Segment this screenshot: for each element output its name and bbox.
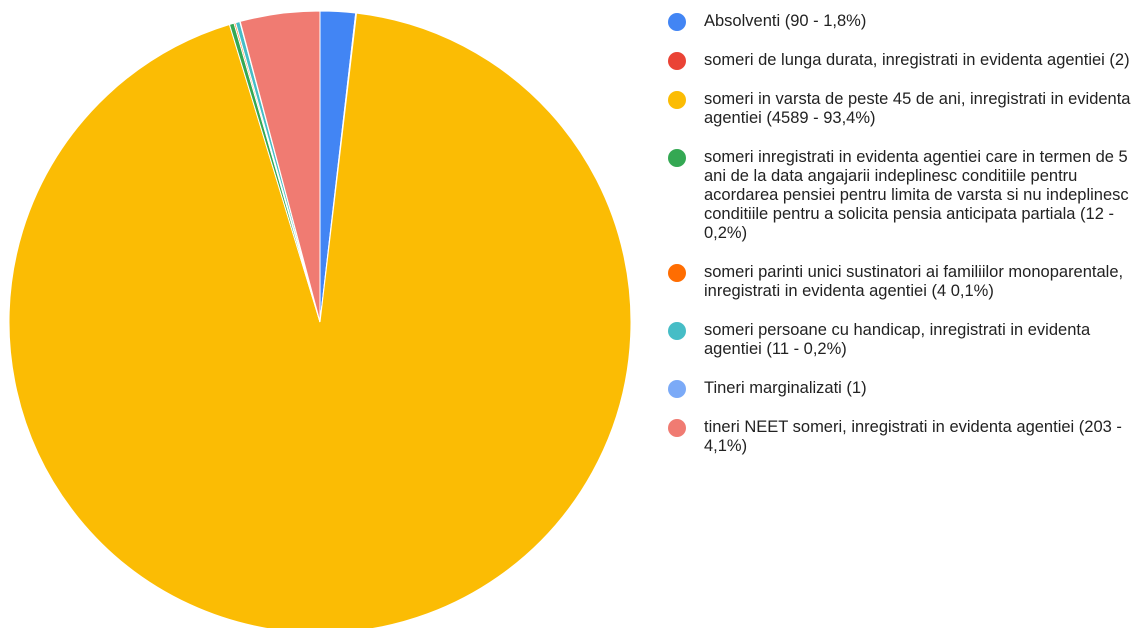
legend-swatch [668,149,686,167]
legend-label: someri inregistrati in evidenta agentiei… [704,148,1129,242]
legend-label: someri persoane cu handicap, inregistrat… [704,321,1091,358]
pie-slice [8,12,632,628]
legend-swatch [668,52,686,70]
pie-slice [239,10,321,323]
legend-label: Absolventi (90 - 1,8%) [704,12,867,30]
legend-swatch [668,13,686,31]
legend-swatch [668,322,686,340]
legend-swatch [668,419,686,437]
legend-item: someri in varsta de peste 45 de ani, inr… [668,90,1138,128]
legend-swatch [668,380,686,398]
legend: Absolventi (90 - 1,8%) someri de lunga du… [668,12,1138,456]
legend-swatch [668,91,686,109]
legend-label: someri parinti unici sustinatori ai fami… [704,263,1124,300]
legend-swatch [668,264,686,282]
pie [8,10,632,628]
legend-label: someri de lunga durata, inregistrati in … [704,51,1130,69]
legend-item: tineri NEET someri, inregistrati in evid… [668,418,1138,456]
legend-label: Tineri marginalizati (1) [704,379,867,397]
legend-label: tineri NEET someri, inregistrati in evid… [704,418,1122,455]
legend-item: Tineri marginalizati (1) [668,379,1138,398]
legend-item: someri de lunga durata, inregistrati in … [668,51,1138,70]
legend-item: someri parinti unici sustinatori ai fami… [668,263,1138,301]
legend-item: someri inregistrati in evidenta agentiei… [668,148,1138,243]
legend-item: Absolventi (90 - 1,8%) [668,12,1138,31]
legend-item: someri persoane cu handicap, inregistrat… [668,321,1138,359]
legend-label: someri in varsta de peste 45 de ani, inr… [704,90,1131,127]
